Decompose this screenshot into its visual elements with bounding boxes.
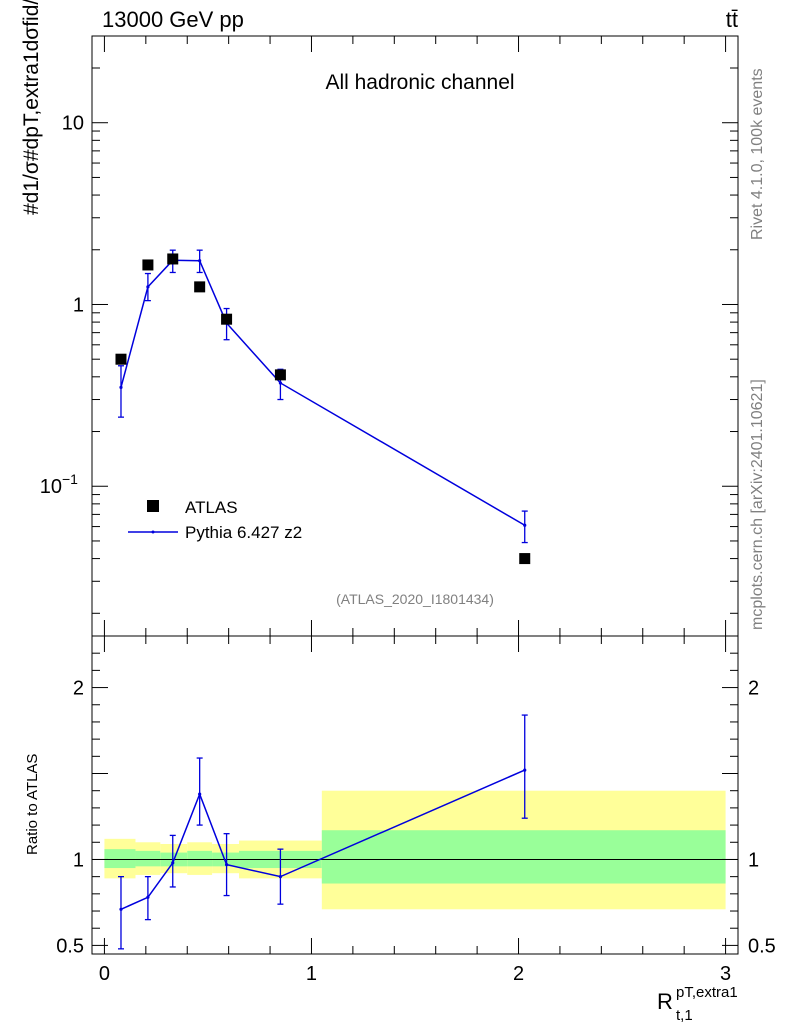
mc-point: [146, 285, 150, 289]
ratio-y-tick-label-right: 1: [748, 849, 759, 871]
main-y-axis-title-text: #d1/σ#dpT,extra1dσfid/dR t,1: [20, 0, 43, 215]
ratio-band-inner: [104, 849, 136, 869]
ratio-point: [523, 768, 527, 772]
ratio-point: [224, 863, 229, 867]
x-tick-label: 0: [99, 963, 110, 985]
mc-point: [523, 523, 527, 527]
legend-atlas-marker: [147, 500, 159, 512]
ratio-bands: [92, 790, 738, 910]
ratio-ticks: [92, 635, 738, 954]
ratio-y-tick-label-left: 1: [73, 849, 84, 871]
ratio-point: [278, 875, 283, 879]
atlas-data-point: [519, 553, 531, 565]
ratio-y-tick-labels: 2 2 1 1 0.5 0.5: [56, 678, 776, 958]
ratio-marks: [117, 714, 528, 950]
atlas-data-point: [274, 369, 286, 381]
ratio-point: [119, 907, 123, 911]
legend-pythia-marker: [151, 530, 155, 534]
ratio-band-inner: [187, 850, 213, 867]
ratio-band-inner: [135, 850, 161, 867]
main-y-tick-label-exponent: −1: [62, 471, 78, 487]
source-label: mcplots.cern.ch [arXiv:2401.10621]: [749, 379, 766, 630]
main-frame: [91, 35, 739, 637]
x-tick-label: 2: [513, 963, 524, 985]
atlas-data-point: [194, 281, 206, 293]
ratio-y-axis-title-text: Ratio to ATLAS: [24, 754, 41, 855]
main-marks: [115, 249, 531, 565]
main-y-tick-label: 1: [73, 294, 84, 316]
legend-pythia-label: Pythia 6.427 z2: [185, 523, 302, 542]
ratio-point: [146, 895, 150, 899]
mc-series-line: [120, 259, 526, 526]
ratio-point: [198, 792, 202, 796]
channel-label: All hadronic channel: [325, 71, 514, 94]
main-y-axis-title: #d1/σ#dpT,extra1dσfid/dR t,1: [20, 0, 43, 215]
energy-label: 13000 GeV pp: [102, 7, 244, 32]
mc-point: [198, 259, 202, 263]
ratio-y-tick-label-left: 2: [73, 678, 84, 700]
x-tick-labels: 0 1 2 3: [99, 963, 731, 985]
analysis-id: (ATLAS_2020_I1801434): [336, 591, 494, 607]
ratio-y-axis-title: Ratio to ATLAS: [24, 754, 41, 855]
ratio-y-tick-label-right: 0.5: [748, 935, 776, 957]
main-y-tick-label: 10: [40, 476, 62, 498]
x-tick-label: 1: [306, 963, 317, 985]
x-tick-label: 3: [720, 963, 731, 985]
legend-atlas-label: ATLAS: [185, 498, 238, 517]
ratio-y-tick-label-right: 2: [748, 678, 759, 700]
x-axis-title-sup: pT,extra1: [676, 984, 738, 1001]
mc-point: [119, 385, 123, 389]
atlas-data-point: [142, 259, 154, 271]
rivet-label: Rivet 4.1.0, 100k events: [749, 68, 766, 240]
ratio-band-inner: [321, 830, 726, 884]
process-label: tt̄: [726, 7, 738, 32]
main-ticks: [92, 35, 738, 636]
ratio-frame: [91, 635, 739, 955]
mc-point: [278, 381, 283, 385]
main-y-tick-label: 10: [62, 113, 84, 135]
ratio-panel: 2 2 1 1 0.5 0.5 0 1 2 3 Ratio to ATLAS R pT,extr…: [24, 635, 776, 1024]
x-axis-title-sub: t,1: [676, 1007, 693, 1024]
x-axis-title: R pT,extra1 t,1: [657, 984, 738, 1024]
atlas-data-point: [221, 313, 233, 325]
ratio-y-tick-label-left: 0.5: [56, 935, 84, 957]
atlas-data-point: [167, 253, 179, 265]
ratio-point: [171, 861, 175, 865]
legend: ATLAS Pythia 6.427 z2: [128, 498, 302, 542]
atlas-data-point: [115, 353, 127, 365]
x-axis-title-main: R: [657, 989, 673, 1014]
